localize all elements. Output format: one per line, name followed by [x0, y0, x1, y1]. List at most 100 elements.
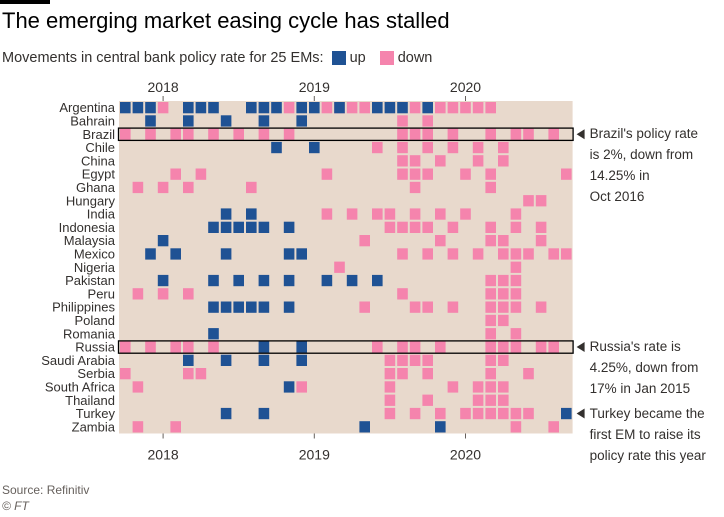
cell-turkey-down-28 [472, 407, 484, 420]
cell-argentina-down-29 [485, 102, 496, 114]
cell-philippines-down-26 [447, 301, 459, 313]
cell-peru-down-30 [498, 288, 509, 300]
row-label-poland: Poland [75, 313, 115, 328]
legend-label-up: up [349, 50, 366, 66]
cell-chile-down-26 [447, 141, 459, 154]
cell-bahrain-up-8 [220, 115, 232, 127]
cell-russia-down-22 [397, 341, 408, 353]
row-label-russia: Russia [75, 340, 116, 355]
cell-south-africa-down-1 [132, 381, 144, 393]
row-label-pakistan: Pakistan [65, 273, 115, 288]
cell-serbia-down-0 [120, 368, 131, 380]
row-label-brazil: Brazil [82, 127, 115, 142]
cell-saudi-arabia-down-29 [485, 354, 496, 366]
annotation-russia: Russia's rate is 4.25%, down from 17% in J… [590, 336, 699, 399]
cell-zambia-down-34 [548, 421, 559, 433]
row-label-turkey: Turkey [76, 406, 116, 421]
cell-russia-down-30 [498, 341, 509, 353]
row-label-zambia: Zambia [72, 419, 116, 434]
cell-thailand-down-30 [498, 394, 509, 406]
cell-thailand-down-28 [472, 394, 484, 406]
cell-brazil-down-32 [523, 128, 534, 140]
cell-peru-down-1 [132, 288, 144, 300]
cell-pakistan-down-31 [510, 274, 522, 287]
cell-hungary-down-33 [535, 195, 547, 207]
cell-saudi-arabia-up-8 [220, 354, 232, 366]
row-label-peru: Peru [88, 286, 115, 301]
cell-argentina-up-14 [296, 102, 307, 114]
cell-argentina-down-25 [435, 102, 446, 114]
cell-argentina-down-19 [359, 102, 370, 114]
cell-brazil-down-0 [120, 128, 131, 140]
cell-indonesia-down-21 [384, 221, 396, 233]
cell-chile-down-30 [498, 141, 509, 154]
cell-saudi-arabia-down-21 [384, 354, 396, 366]
cell-south-africa-up-13 [283, 381, 295, 393]
tick-label-bottom-0: 2018 [148, 447, 179, 463]
cell-ghana-down-10 [246, 181, 257, 194]
row-label-china: China [81, 153, 116, 168]
cell-south-africa-down-14 [296, 381, 307, 393]
cell-philippines-up-10 [246, 301, 257, 313]
row-label-saudi-arabia: Saudi Arabia [41, 353, 115, 368]
cell-chile-down-28 [472, 141, 484, 154]
annotation-line: first EM to raise its [589, 426, 701, 442]
cell-philippines-down-31 [510, 301, 522, 313]
cell-south-africa-down-21 [384, 381, 396, 393]
legend-swatch-up [331, 51, 346, 65]
cell-saudi-arabia-down-23 [409, 354, 421, 366]
cell-philippines-down-29 [485, 301, 496, 313]
cell-nigeria-down-17 [334, 261, 345, 273]
row-label-egypt: Egypt [82, 167, 116, 182]
cell-india-up-10 [246, 208, 257, 220]
cell-malaysia-down-33 [535, 235, 547, 247]
cell-russia-up-14 [296, 341, 307, 353]
cell-thailand-down-24 [422, 394, 433, 406]
row-label-malaysia: Malaysia [64, 233, 116, 248]
cell-argentina-up-7 [208, 102, 219, 114]
cell-philippines-down-30 [498, 301, 509, 313]
row-label-south-africa: South Africa [45, 379, 116, 394]
cell-chile-down-20 [372, 141, 383, 154]
cell-pakistan-up-13 [283, 274, 295, 287]
cell-argentina-up-6 [195, 102, 207, 114]
cell-mexico-down-34 [548, 248, 559, 260]
cell-brazil-down-29 [485, 128, 496, 140]
cell-brazil-down-34 [548, 128, 559, 140]
cell-malaysia-up-3 [157, 235, 169, 247]
cell-thailand-down-21 [384, 394, 396, 406]
cell-russia-down-2 [145, 341, 156, 353]
cell-argentina-up-5 [183, 102, 194, 114]
cell-indonesia-down-29 [485, 221, 496, 233]
cell-argentina-down-23 [409, 102, 421, 114]
cell-china-down-23 [409, 155, 421, 167]
cell-indonesia-down-23 [409, 221, 421, 233]
cell-indonesia-down-31 [510, 221, 522, 233]
cell-egypt-down-16 [321, 168, 333, 180]
cell-brazil-down-31 [510, 128, 522, 140]
cell-turkey-down-23 [409, 407, 421, 420]
cell-serbia-down-5 [183, 368, 194, 380]
cell-india-down-31 [510, 208, 522, 220]
cell-turkey-down-21 [384, 407, 396, 420]
cell-china-down-25 [435, 155, 446, 167]
cell-india-down-25 [435, 208, 446, 220]
cell-brazil-down-11 [258, 128, 270, 140]
cell-argentina-up-17 [334, 102, 345, 114]
cell-pakistan-up-9 [233, 274, 244, 287]
cell-egypt-down-29 [485, 168, 496, 180]
cell-philippines-down-19 [359, 301, 370, 313]
annotation-line: Brazil's policy rate [589, 126, 698, 142]
cell-argentina-down-18 [346, 102, 358, 114]
cell-nigeria-down-31 [510, 261, 522, 273]
cell-mexico-down-32 [523, 248, 534, 260]
cell-ghana-down-23 [409, 181, 421, 194]
cell-argentina-down-28 [472, 102, 484, 114]
cell-egypt-down-24 [422, 168, 433, 180]
cell-russia-down-0 [120, 341, 131, 353]
cell-turkey-up-11 [258, 407, 270, 420]
annotation-line: policy rate this year [589, 447, 706, 463]
cell-china-down-22 [397, 155, 408, 167]
cell-mexico-up-4 [170, 248, 181, 260]
cell-mexico-down-31 [510, 248, 522, 260]
